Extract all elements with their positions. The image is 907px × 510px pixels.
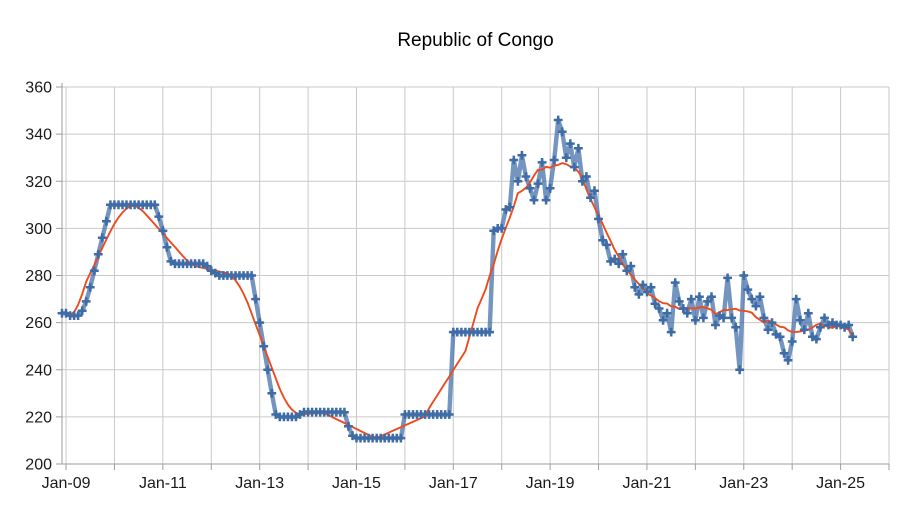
y-tick-label: 280: [25, 268, 52, 285]
y-tick-label: 300: [25, 221, 52, 238]
y-tick-label: 360: [25, 80, 52, 97]
series-line: [59, 117, 855, 441]
y-tick-label: 200: [25, 457, 52, 474]
x-tick-label: Jan-19: [526, 475, 575, 492]
x-tick-label: Jan-09: [42, 475, 91, 492]
x-tick-label: Jan-13: [235, 475, 284, 492]
x-tick-label: Jan-23: [719, 475, 768, 492]
x-tick-label: Jan-15: [332, 475, 381, 492]
y-tick-label: 240: [25, 362, 52, 379]
chart-title: Republic of Congo: [397, 30, 554, 51]
y-tick-label: 320: [25, 174, 52, 191]
trend-line: [61, 162, 854, 439]
x-tick-label: Jan-11: [139, 475, 187, 492]
y-tick-label: 340: [25, 127, 52, 144]
x-tick-label: Jan-21: [622, 475, 671, 492]
series-markers: [57, 115, 858, 443]
y-tick-label: 260: [25, 315, 52, 332]
x-tick-label: Jan-25: [816, 475, 865, 492]
x-tick-label: Jan-17: [429, 475, 478, 492]
y-tick-label: 220: [25, 409, 52, 426]
